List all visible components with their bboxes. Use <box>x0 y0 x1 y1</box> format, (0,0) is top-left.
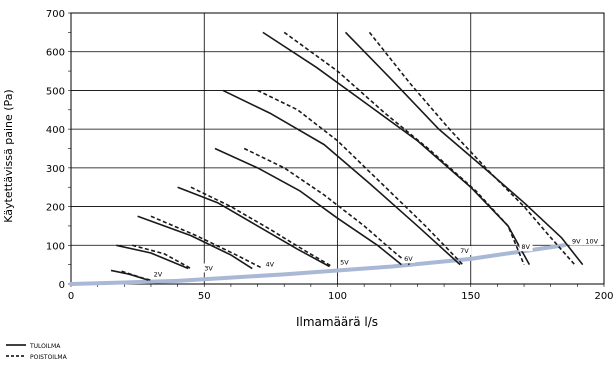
x-tick-label: 200 <box>594 291 613 302</box>
x-tick-label: 0 <box>68 291 74 302</box>
series-line-dashed-3V <box>132 244 192 270</box>
x-tick-label: 50 <box>198 291 211 302</box>
annotation-bg <box>570 236 584 246</box>
annotation-bg <box>583 236 602 246</box>
annotation-bg <box>519 242 533 252</box>
series-line-solid-8V <box>262 31 531 266</box>
series-line-solid-6V <box>214 147 402 266</box>
x-tick-label: 150 <box>461 291 480 302</box>
y-tick-label: 700 <box>46 9 65 20</box>
series-layer <box>110 31 584 281</box>
annotation-bg <box>402 253 416 263</box>
y-tick-label: 600 <box>46 48 65 59</box>
legend-label-poistoilma: POISTOILMA <box>30 354 68 361</box>
x-tick-label: 100 <box>328 291 347 302</box>
annotation-bg <box>338 257 352 267</box>
voltage-label: 2V <box>154 270 163 278</box>
y-tick-label: 100 <box>46 241 65 252</box>
series-line-solid-7V <box>222 89 461 266</box>
voltage-label: 6V <box>404 255 413 263</box>
y-tick-label: 0 <box>59 280 65 291</box>
series-line-solid-4V <box>137 215 253 270</box>
annotation-bg <box>263 259 277 269</box>
x-axis-label: Ilmamäärä l/s <box>296 315 378 329</box>
voltage-label: 4V <box>266 261 275 269</box>
y-tick-label: 200 <box>46 203 65 214</box>
y-tick-label: 300 <box>46 164 65 175</box>
x-axis-ticks: 0 50 100 150 200 <box>68 284 614 302</box>
legend: TULOILMA POISTOILMA <box>6 343 68 361</box>
voltage-label: 3V <box>204 264 213 272</box>
series-line-solid-5V <box>177 186 330 268</box>
annotation-bg <box>202 263 216 273</box>
annotation-layer: 2V 3V 4V 5V 6V 7V 8V 9V 10V <box>151 236 602 279</box>
series-line-dashed-2V <box>121 270 152 281</box>
y-tick-label: 400 <box>46 125 65 136</box>
series-line-dashed-5V <box>190 186 333 268</box>
annotation-bg <box>151 269 165 279</box>
series-line-dashed-9V <box>368 31 576 266</box>
y-tick-label: 500 <box>46 86 65 97</box>
y-axis-ticks: 0 100 200 300 400 500 600 700 <box>46 9 71 291</box>
y-axis-label: Käytettävissä paine (Pa) <box>2 89 15 222</box>
voltage-label: 7V <box>460 247 469 255</box>
voltage-label: 9V <box>572 237 581 245</box>
series-line-dashed-8V <box>283 31 525 265</box>
voltage-label: 8V <box>521 243 530 251</box>
legend-label-tuloilma: TULOILMA <box>29 343 61 350</box>
series-line-dashed-6V <box>243 147 410 266</box>
voltage-label: 5V <box>340 259 349 267</box>
series-line-solid-3V <box>116 244 189 270</box>
annotation-bg <box>458 246 472 256</box>
voltage-label: 10V <box>585 237 598 245</box>
series-line-solid-9V <box>344 31 584 266</box>
